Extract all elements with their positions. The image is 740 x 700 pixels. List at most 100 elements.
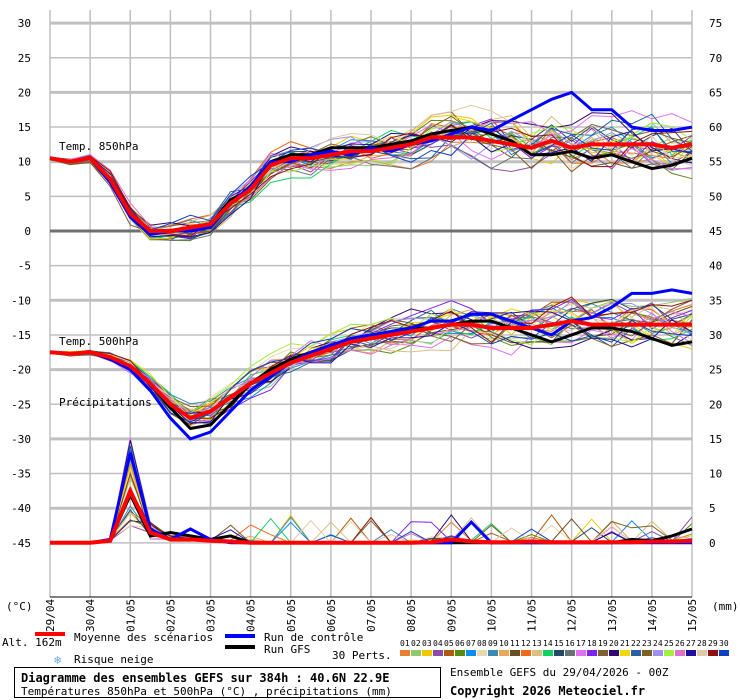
member-20-label: 20: [609, 639, 619, 648]
left-tick-label: -30: [11, 433, 31, 446]
member-03-swatch: [422, 650, 432, 656]
member-18-swatch: [587, 650, 597, 656]
member-10-swatch: [499, 650, 509, 656]
axes: 302520151050-5-10-15-20-25-30-35-40-4575…: [11, 17, 722, 632]
right-tick-label: 65: [709, 86, 722, 99]
member-07-label: 07: [466, 639, 476, 648]
x-tick-label: 03/05: [205, 599, 218, 632]
member-17-label: 17: [576, 639, 586, 648]
left-tick-label: 20: [18, 86, 31, 99]
member-09-swatch: [488, 650, 498, 656]
panel-label-precip: Précipitations: [59, 396, 152, 409]
members-legend: 01 02 03 04 05 06 07 08 09 10 11 12 13 14 15 16 17 18 19 20…: [400, 639, 729, 656]
member-30-swatch: [719, 650, 729, 656]
right-tick-label: 5: [709, 502, 716, 515]
mean-t500-line: [49, 319, 692, 421]
right-tick-label: 40: [709, 260, 722, 273]
member-30-label: 30: [719, 639, 729, 648]
panel-label-t500: Temp. 500hPa: [59, 335, 138, 348]
x-tick-label: 14/05: [646, 599, 659, 632]
right-tick-label: 15: [709, 433, 722, 446]
member-05-label: 05: [444, 639, 454, 648]
run-info: Ensemble GEFS du 29/04/2026 - 00Z: [450, 666, 669, 679]
right-tick-label: 50: [709, 190, 722, 203]
member-28-swatch: [697, 650, 707, 656]
member-13-label: 13: [532, 639, 542, 648]
member-12-label: 12: [521, 639, 531, 648]
member-15-label: 15: [554, 639, 564, 648]
member-16-swatch: [565, 650, 575, 656]
member-07-swatch: [466, 650, 476, 656]
legend-mean-label: Moyenne des scénarios: [74, 631, 213, 644]
right-tick-label: 55: [709, 156, 722, 169]
mean-t850-line: [49, 135, 693, 233]
member-03-label: 03: [422, 639, 432, 648]
member-30-t500-line: [49, 317, 693, 423]
right-unit: (mm): [712, 600, 739, 613]
member-25-label: 25: [664, 639, 674, 648]
x-tick-label: 15/05: [686, 599, 699, 632]
member-22-swatch: [631, 650, 641, 656]
member-16-label: 16: [565, 639, 575, 648]
x-tick-label: 01/05: [124, 599, 137, 632]
left-tick-label: -15: [11, 329, 31, 342]
member-28-label: 28: [697, 639, 707, 648]
member-21-label: 21: [620, 639, 630, 648]
member-26-label: 26: [675, 639, 685, 648]
x-tick-label: 06/05: [325, 599, 338, 632]
right-tick-label: 60: [709, 121, 722, 134]
x-tick-label: 29/04: [44, 599, 57, 632]
member-29-label: 29: [708, 639, 718, 648]
right-tick-label: 45: [709, 225, 722, 238]
member-19-swatch: [598, 650, 608, 656]
left-tick-label: 10: [18, 156, 31, 169]
legend-gfs-label: Run GFS: [264, 643, 310, 656]
right-tick-label: 0: [709, 537, 716, 550]
legend-mean-swatch: [35, 632, 65, 636]
member-08-label: 08: [477, 639, 487, 648]
x-tick-label: 30/04: [84, 599, 97, 632]
legend: Moyenne des scénarios Run de contrôle Ru…: [35, 631, 729, 667]
copyright: Copyright 2026 Meteociel.fr: [450, 684, 645, 698]
control-t500-line: [49, 288, 693, 441]
member-20-swatch: [609, 650, 619, 656]
left-tick-label: -35: [11, 468, 31, 481]
altitude-label: Alt. 162m: [2, 636, 62, 649]
member-25-swatch: [664, 650, 674, 656]
x-tick-label: 07/05: [365, 599, 378, 632]
right-tick-label: 70: [709, 52, 722, 65]
member-27-label: 27: [686, 639, 696, 648]
member-14-label: 14: [543, 639, 553, 648]
member-12-swatch: [521, 650, 531, 656]
x-tick-label: 04/05: [245, 599, 258, 632]
chart-title: Diagramme des ensembles GEFS sur 384h : …: [21, 671, 389, 685]
right-tick-label: 25: [709, 364, 722, 377]
right-tick-label: 20: [709, 398, 722, 411]
legend-snow-label: Risque neige: [74, 653, 153, 666]
left-tick-label: 30: [18, 17, 31, 30]
left-tick-label: -10: [11, 294, 31, 307]
member-23-swatch: [642, 650, 652, 656]
member-04-label: 04: [433, 639, 443, 648]
left-tick-label: -5: [18, 260, 31, 273]
left-tick-label: 0: [24, 225, 31, 238]
member-06-label: 06: [455, 639, 465, 648]
left-tick-label: 5: [24, 190, 31, 203]
x-tick-label: 05/05: [285, 599, 298, 632]
left-tick-label: -25: [11, 398, 31, 411]
legend-gfs-swatch: [225, 645, 255, 649]
right-tick-label: 30: [709, 329, 722, 342]
legend-control-swatch: [225, 634, 255, 638]
x-tick-label: 09/05: [445, 599, 458, 632]
member-02-swatch: [411, 650, 421, 656]
member-24-label: 24: [653, 639, 663, 648]
x-tick-label: 10/05: [485, 599, 498, 632]
member-27-swatch: [686, 650, 696, 656]
member-13-swatch: [532, 650, 542, 656]
x-tick-label: 12/05: [566, 599, 579, 632]
right-tick-label: 35: [709, 294, 722, 307]
member-10-label: 10: [499, 639, 509, 648]
member-01-label: 01: [400, 639, 410, 648]
series-layer: [49, 90, 693, 545]
left-tick-label: -40: [11, 502, 31, 515]
